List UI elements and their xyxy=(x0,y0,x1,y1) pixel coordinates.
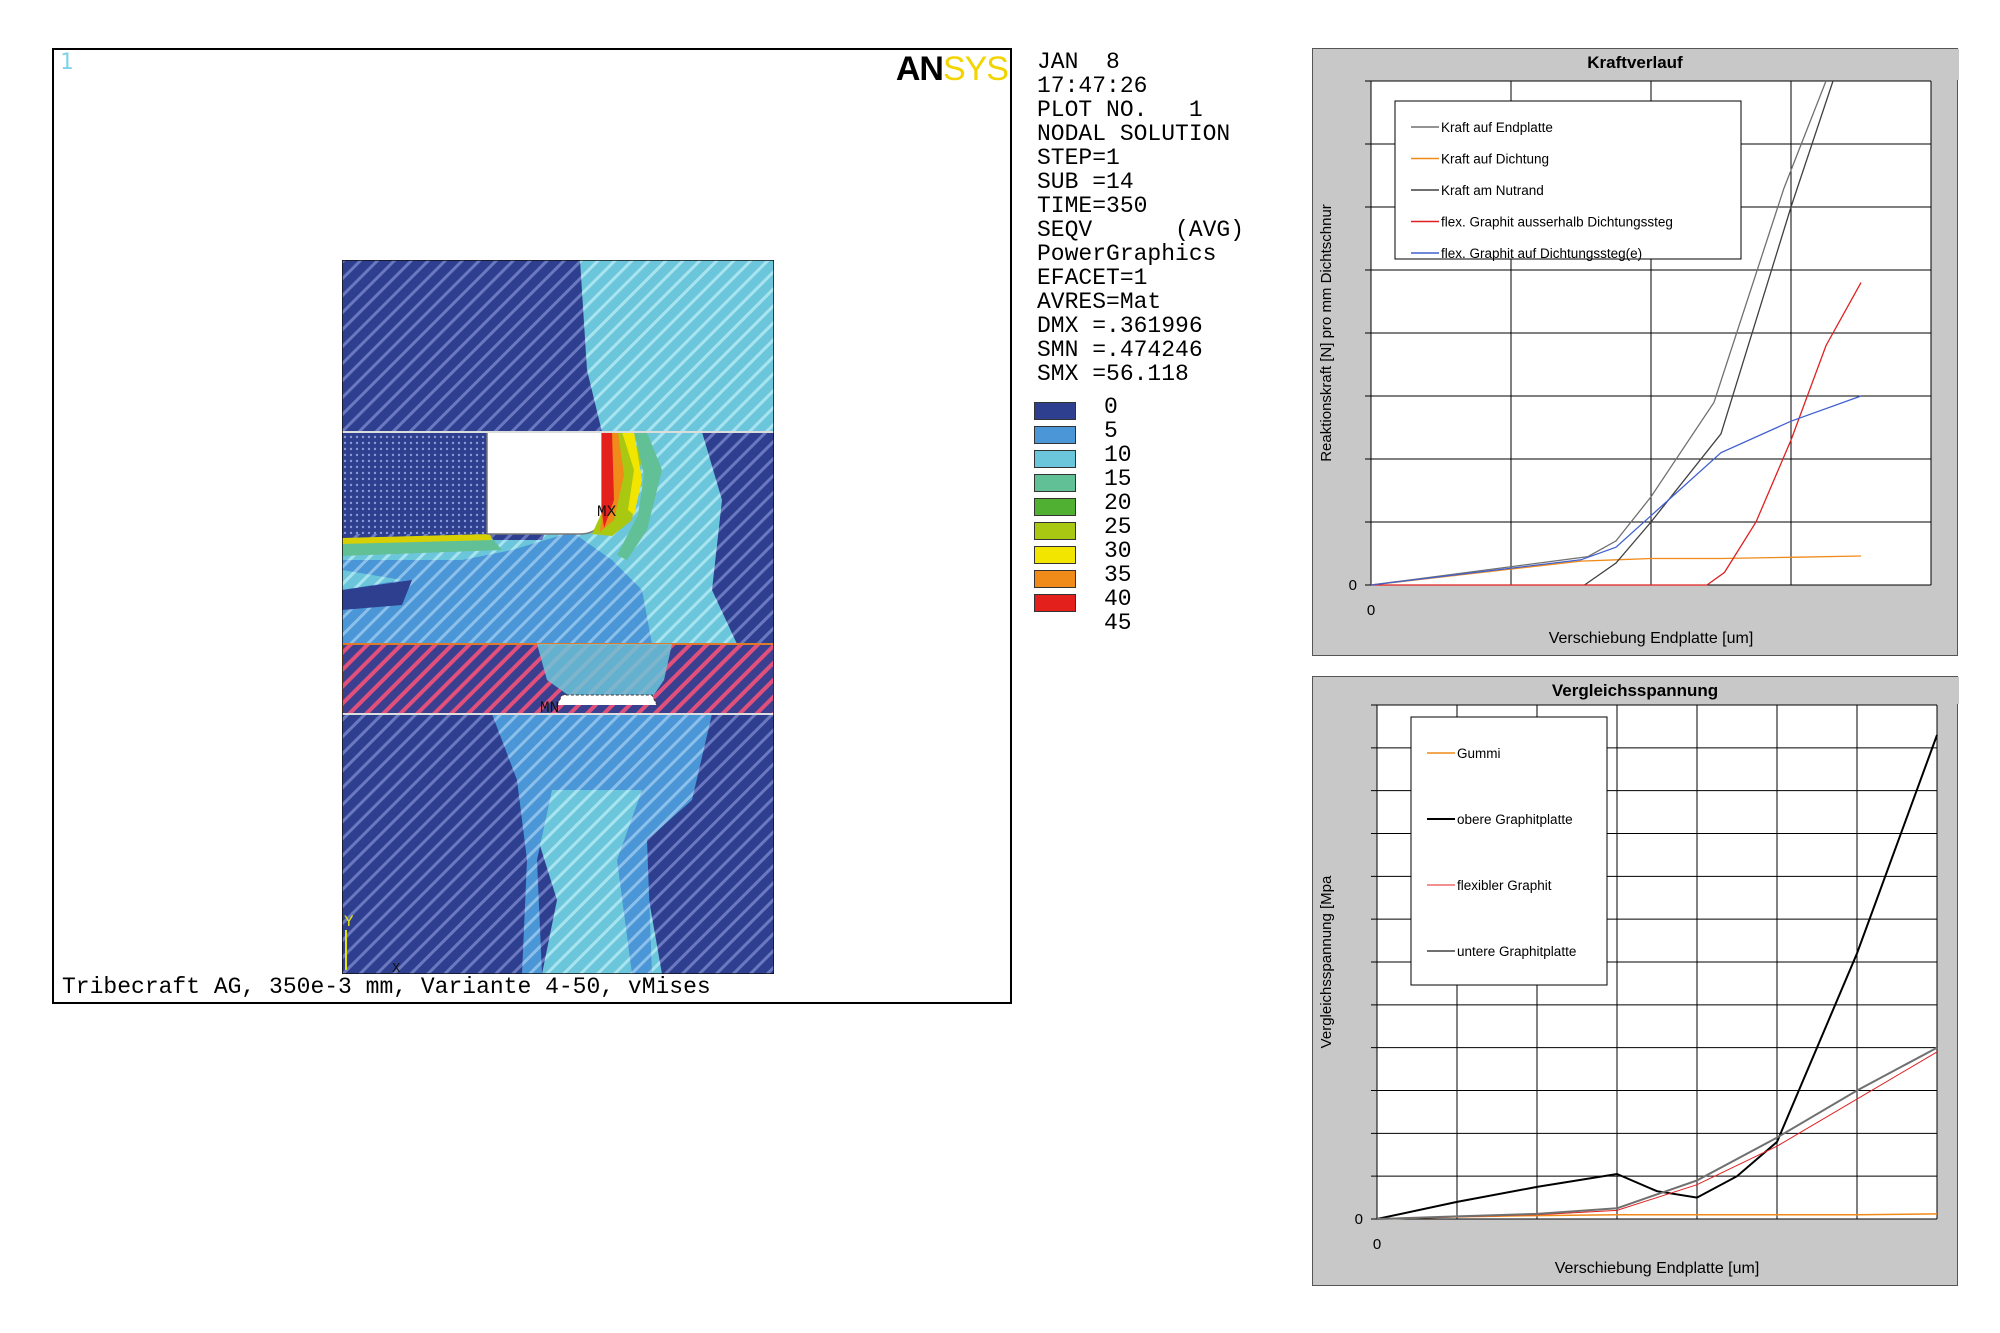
legend-entry: flex. Graphit auf Dichtungssteg(e) xyxy=(1441,246,1642,261)
stress-peak-yellow xyxy=(622,432,642,515)
info-line: SUB =14 xyxy=(1037,169,1134,195)
info-line: PLOT NO. 1 xyxy=(1037,97,1203,123)
legend-swatch xyxy=(1034,450,1076,468)
axis-x-label: X xyxy=(392,961,401,974)
axis-y-label: Y xyxy=(344,913,354,931)
x-tick-label: 0 xyxy=(1367,602,1375,619)
series-line xyxy=(1370,395,1862,586)
legend-entry: flexibler Graphit xyxy=(1457,878,1552,893)
ansys-logo: ANSYS xyxy=(895,50,1009,89)
y-axis-label: Reaktionskraft [N] pro mm Dichtschnur xyxy=(1318,204,1335,462)
series-line xyxy=(1376,1046,1938,1220)
mx-marker: MX xyxy=(597,503,617,521)
chart-title: Vergleichsspannung xyxy=(1551,681,1719,700)
series-line xyxy=(1584,80,1834,586)
plot-caption: Tribecraft AG, 350e-3 mm, Variante 4-50,… xyxy=(62,974,711,1000)
y-tick-label: 0 xyxy=(1355,1211,1363,1228)
legend-value: 20 xyxy=(1104,490,1132,516)
legend-entry: obere Graphitplatte xyxy=(1457,812,1573,827)
info-line: TIME=350 xyxy=(1037,193,1148,219)
info-line: JAN 8 xyxy=(1037,49,1120,75)
legend-entry: flex. Graphit ausserhalb Dichtungssteg xyxy=(1441,215,1673,230)
upper-plate-dark-wedge xyxy=(342,580,412,610)
info-line: EFACET=1 xyxy=(1037,265,1148,291)
legend-entry: untere Graphitplatte xyxy=(1457,944,1576,959)
stress-peak-red xyxy=(602,432,614,528)
legend-value: 30 xyxy=(1104,538,1132,564)
legend-swatch xyxy=(1034,594,1076,612)
legend-swatch xyxy=(1034,546,1076,564)
legend-swatch xyxy=(1034,498,1076,516)
legend-box xyxy=(1410,716,1608,986)
info-line: NODAL SOLUTION xyxy=(1037,121,1231,147)
info-line: SEQV (AVG) xyxy=(1037,217,1245,243)
legend-value: 5 xyxy=(1104,418,1118,444)
info-line: SMX =56.118 xyxy=(1037,361,1189,387)
legend-entry: Kraft auf Dichtung xyxy=(1441,152,1549,167)
legend-value: 15 xyxy=(1104,466,1132,492)
legend-value: 40 xyxy=(1104,586,1132,612)
info-line: DMX =.361996 xyxy=(1037,313,1203,339)
stress-green-ring xyxy=(617,432,662,560)
legend-value: 45 xyxy=(1104,610,1132,636)
chart-svg: 00 Verschiebung Endplatte [um] Reaktionskr… xyxy=(1313,49,1959,647)
legend-entry: Kraft auf Endplatte xyxy=(1441,120,1553,135)
info-line: 17:47:26 xyxy=(1037,73,1148,99)
logo-part1: AN xyxy=(895,50,944,88)
groove-cavity xyxy=(486,431,603,535)
flex-graphite-center xyxy=(537,644,672,705)
legend-value: 10 xyxy=(1104,442,1132,468)
mn-marker: MN xyxy=(540,699,559,717)
series-line xyxy=(1371,282,1862,586)
info-line: STEP=1 xyxy=(1037,145,1120,171)
series-line xyxy=(1370,555,1862,586)
info-line: SMN =.474246 xyxy=(1037,337,1203,363)
series-line xyxy=(1376,734,1938,1220)
chart-kraftverlauf: 0 0 Verschiebung Endplatte [um] Reaktionskr… xyxy=(1312,48,1959,656)
window-number: 1 xyxy=(60,50,74,75)
ansys-plot-window: 1 ANSYS xyxy=(52,48,1012,1004)
bottom-block-mid-region xyxy=(492,714,712,974)
upper-plate-mid-region xyxy=(342,532,652,644)
seal-rib xyxy=(556,694,658,706)
dotted-seal xyxy=(342,432,487,534)
legend-value: 25 xyxy=(1104,514,1132,540)
plot-top-mask xyxy=(1313,677,1959,704)
logo-part2: SYS xyxy=(942,50,1009,88)
y-axis-label: Vergleichsspannung [Mpa xyxy=(1318,875,1335,1048)
legend-swatch xyxy=(1034,474,1076,492)
legend-swatch xyxy=(1034,522,1076,540)
chart-title: Kraftverlauf xyxy=(1587,53,1683,72)
legend-swatch xyxy=(1034,570,1076,588)
legend-entry: Kraft am Nutrand xyxy=(1441,183,1544,198)
plot-info-text: JAN 8 17:47:26 PLOT NO. 1 NODAL SOLUTION STE… xyxy=(1037,50,1244,386)
legend-swatch xyxy=(1034,402,1076,420)
x-axis-label: Verschiebung Endplatte [um] xyxy=(1549,630,1754,647)
legend-box xyxy=(1394,100,1742,260)
chart-vergleichsspannung: 0 0 Verschiebung Endplatte [um] Vergleichss… xyxy=(1312,676,1959,1286)
chart-svg: 00 Verschiebung Endplatte [um] Vergleichss… xyxy=(1313,677,1959,1277)
legend-entry: Gummi xyxy=(1457,746,1501,761)
legend-value: 35 xyxy=(1104,562,1132,588)
x-axis-label: Verschiebung Endplatte [um] xyxy=(1555,1260,1760,1277)
plot-top-mask xyxy=(1313,49,1959,80)
fem-contour-plot: MX MN Y X xyxy=(342,260,774,974)
x-tick-label: 0 xyxy=(1373,1236,1381,1253)
top-block-light-region xyxy=(580,260,774,432)
info-line: AVRES=Mat xyxy=(1037,289,1162,315)
y-tick-label: 0 xyxy=(1349,577,1357,594)
legend-swatch xyxy=(1034,426,1076,444)
legend-value: 0 xyxy=(1104,394,1118,420)
info-line: PowerGraphics xyxy=(1037,241,1217,267)
upper-plate-yellow-band xyxy=(342,534,492,544)
